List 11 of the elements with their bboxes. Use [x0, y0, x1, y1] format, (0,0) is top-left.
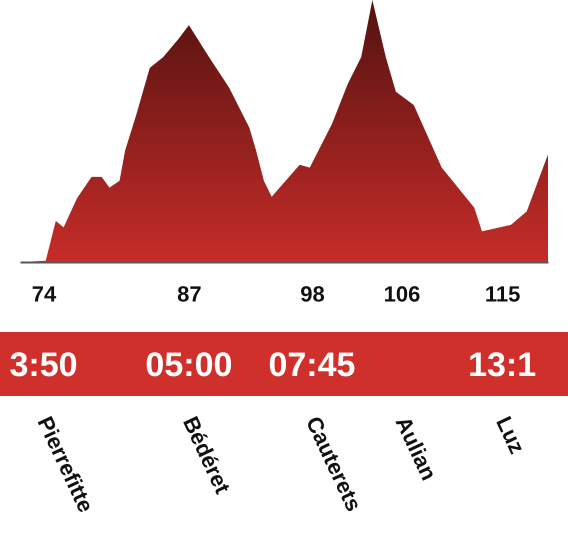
- text: 3:50: [9, 346, 78, 384]
- text: Aulian: [390, 412, 442, 484]
- text: 07:45: [268, 346, 356, 384]
- x-tick-label: 106: [384, 282, 420, 306]
- x-tick-label: 87: [177, 282, 202, 306]
- text: 13:1: [468, 346, 536, 384]
- x-tick-label: 115: [484, 282, 520, 306]
- text: Luz: [491, 412, 530, 458]
- text: 05:00: [145, 346, 232, 384]
- x-tick-label: 74: [32, 282, 57, 306]
- x-tick-label: 98: [300, 282, 325, 306]
